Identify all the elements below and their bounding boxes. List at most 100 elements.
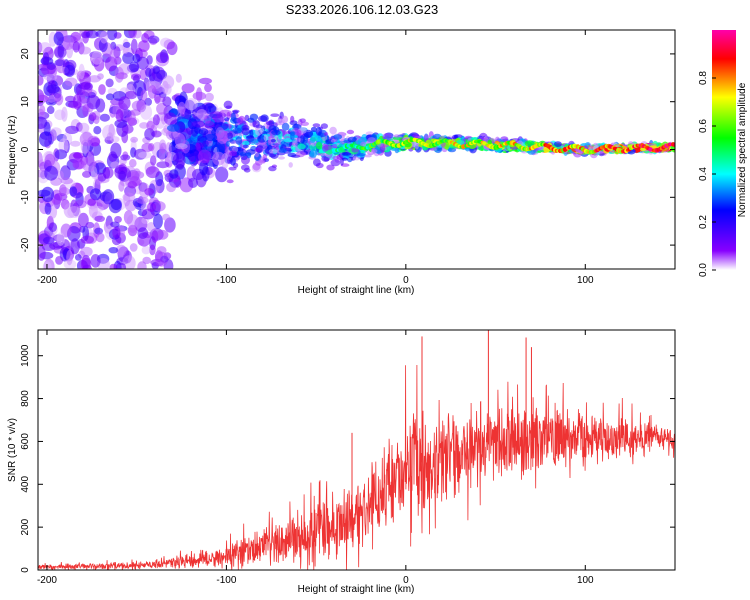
spectrogram-cell [209,111,223,119]
spectrogram-cell [115,109,124,123]
spectrogram-cell [239,152,248,157]
spectrogram-cell [78,63,85,80]
spectrogram-y-tick-label: 10 [20,96,31,108]
spectrogram-cell [360,141,367,147]
spectrogram-cell [109,48,120,64]
spectrogram-cell [147,85,157,99]
spectrogram-cell [123,41,131,48]
spectrogram-cell [152,201,166,212]
spectrogram-cell [122,192,136,202]
spectrogram-cell [370,148,378,154]
spectrogram-cell [110,198,122,210]
spectrogram-y-tick-label: -10 [20,190,31,205]
spectrogram-cell [65,125,79,135]
spectrogram-cell [226,179,234,184]
spectrogram-cell [198,128,209,136]
snr-series [38,330,675,570]
spectrogram-cell [364,154,372,158]
spectrogram-cell [58,138,69,153]
spectrogram-cell [88,75,101,83]
spectrogram-cell [524,140,535,147]
spectrogram-cell [80,257,92,269]
snr-y-label: SNR (10 * v/v) [7,418,18,482]
spectrogram-cell [69,186,78,197]
spectrogram-cell [270,139,276,143]
spectrogram-cell [89,188,102,201]
snr-y-tick-label: 1000 [20,344,31,367]
spectrogram-cell [242,140,250,146]
spectrogram-x-tick-label: -200 [37,275,57,286]
spectrogram-cell [141,33,150,43]
spectrogram-cell [212,151,226,166]
spectrogram-cell [313,158,321,167]
spectrogram-cell [145,166,160,179]
snr-x-label: Height of straight line (km) [298,584,415,595]
spectrogram-cell [54,46,67,59]
spectrogram-cell [110,142,122,159]
spectrogram-cell [159,142,167,154]
snr-y-tick-label: 400 [20,476,31,493]
spectrogram-cell [299,135,305,144]
spectrogram-cell [67,206,82,218]
spectrogram-cell [252,162,261,171]
spectrogram-cell [84,82,93,91]
spectrogram-cell [88,112,97,122]
spectrogram-cell [162,213,171,221]
spectrogram-cell [167,124,180,132]
spectrogram-cell [155,251,168,267]
spectrogram-cell [42,52,50,66]
spectrogram-cell [230,112,236,122]
spectrogram-cell [172,152,186,169]
spectrogram-cell [43,236,55,245]
spectrogram-cell [152,114,160,126]
spectrogram-cell [165,142,172,158]
spectrogram-cell [136,196,149,204]
snr-x-tick-label: 100 [577,575,594,586]
spectrogram-cell [54,59,65,67]
spectrogram-cell [38,75,44,86]
spectrogram-cell [99,113,110,122]
spectrogram-cell [195,87,203,102]
spectrogram-cell [199,160,209,176]
spectrogram-cell [141,142,153,153]
spectrogram-x-tick-label: -100 [216,275,236,286]
spectrogram-cell [82,156,96,173]
spectrogram-cell [315,135,322,142]
spectrogram-cell [198,77,212,85]
spectrogram-cell [296,129,302,137]
spectrogram-cell [144,188,155,196]
spectrogram-cell [160,49,168,63]
spectrogram-cell [46,84,60,94]
spectrogram-cell [181,83,195,94]
spectrogram-cell [229,150,238,157]
spectrogram-cell [246,135,254,139]
spectrogram-ridge-cell [672,142,675,147]
spectrogram-cell [249,113,259,121]
spectrogram-cell [225,141,230,147]
snr-y-tick-label: 800 [20,390,31,407]
snr-panel: -200 -100 0 100 0 200 400 600 800 1000 Height of… [7,329,676,595]
spectrogram-cell [115,244,127,256]
spectrogram-y-tick-label: 0 [20,146,31,152]
colorbar-tick-label: 0.4 [698,167,709,181]
spectrogram-cell [130,38,138,55]
spectrogram-cell [309,148,318,158]
spectrogram-cell [128,61,140,72]
spectrogram-cell [78,46,91,55]
spectrogram-cell [278,156,285,160]
spectrogram-cell [128,30,138,39]
spectrogram-cell [126,110,136,125]
spectrogram-cell [175,143,188,150]
spectrogram-cell [98,84,106,95]
spectrogram-cell [146,120,155,131]
spectrogram-y-label: Frequency (Hz) [7,116,18,185]
spectrogram-cell [246,152,252,159]
spectrogram-cell [147,35,160,44]
spectrogram-cell [140,89,148,102]
spectrogram-cell [115,72,128,80]
spectrogram-x-tick-label: 100 [577,275,594,286]
spectrogram-cell [640,147,646,152]
spectrogram-cell [44,153,56,167]
spectrogram-cell [164,217,176,233]
snr-y-tick-label: 600 [20,433,31,450]
